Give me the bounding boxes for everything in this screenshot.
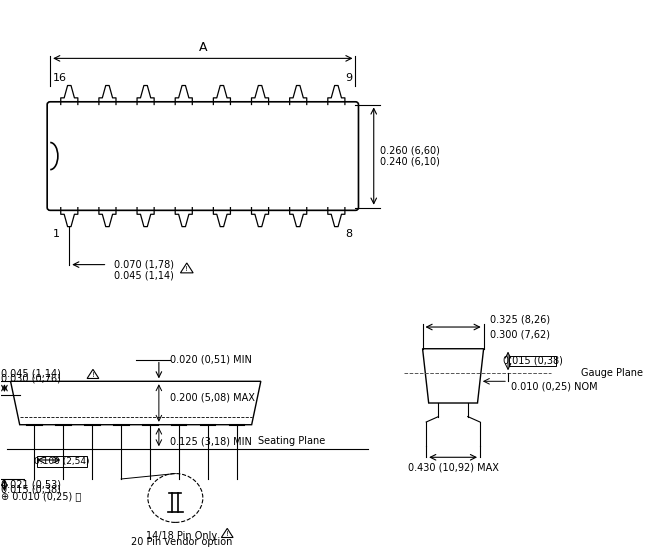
Text: ⊕ 0.010 (0,25) ⓜ: ⊕ 0.010 (0,25) ⓜ: [1, 491, 82, 502]
Text: 0.045 (1,14): 0.045 (1,14): [114, 271, 174, 281]
Text: !: !: [92, 372, 94, 378]
FancyBboxPatch shape: [36, 456, 86, 467]
Text: A: A: [198, 41, 207, 54]
Text: 0.021 (0,53): 0.021 (0,53): [1, 480, 61, 490]
Text: 0.430 (10,92) MAX: 0.430 (10,92) MAX: [408, 463, 499, 472]
Text: 0.020 (0,51) MIN: 0.020 (0,51) MIN: [170, 355, 252, 365]
Text: 0.125 (3,18) MIN: 0.125 (3,18) MIN: [170, 436, 252, 446]
Text: 14/18 Pin Only: 14/18 Pin Only: [146, 531, 217, 541]
Text: 0.200 (5,08) MAX: 0.200 (5,08) MAX: [170, 393, 255, 403]
Text: 0.015 (0,38): 0.015 (0,38): [502, 356, 562, 366]
Text: 0.015 (0,38): 0.015 (0,38): [1, 485, 61, 495]
Text: 0.010 (0,25) NOM: 0.010 (0,25) NOM: [511, 382, 598, 392]
FancyBboxPatch shape: [47, 102, 359, 210]
Text: 0.240 (6,10): 0.240 (6,10): [380, 157, 439, 167]
Text: 0.045 (1,14): 0.045 (1,14): [1, 368, 61, 378]
Text: 0.300 (7,62): 0.300 (7,62): [489, 330, 550, 340]
Text: Seating Plane: Seating Plane: [258, 437, 325, 447]
FancyBboxPatch shape: [509, 356, 556, 366]
Text: 20 Pin vendor option: 20 Pin vendor option: [131, 537, 232, 547]
Text: 0.070 (1,78): 0.070 (1,78): [114, 260, 174, 270]
Text: 0.325 (8,26): 0.325 (8,26): [489, 314, 550, 324]
Text: 8: 8: [345, 229, 352, 239]
Text: 9: 9: [345, 73, 352, 83]
Text: 0.100 (2,54): 0.100 (2,54): [34, 457, 90, 466]
Text: !: !: [185, 266, 188, 272]
Text: 0.030 (0,76): 0.030 (0,76): [1, 373, 61, 383]
Text: 16: 16: [53, 73, 67, 83]
Text: Gauge Plane: Gauge Plane: [581, 368, 644, 378]
Text: !: !: [226, 531, 229, 537]
Text: 1: 1: [53, 229, 60, 239]
Text: 0.260 (6,60): 0.260 (6,60): [380, 146, 439, 156]
